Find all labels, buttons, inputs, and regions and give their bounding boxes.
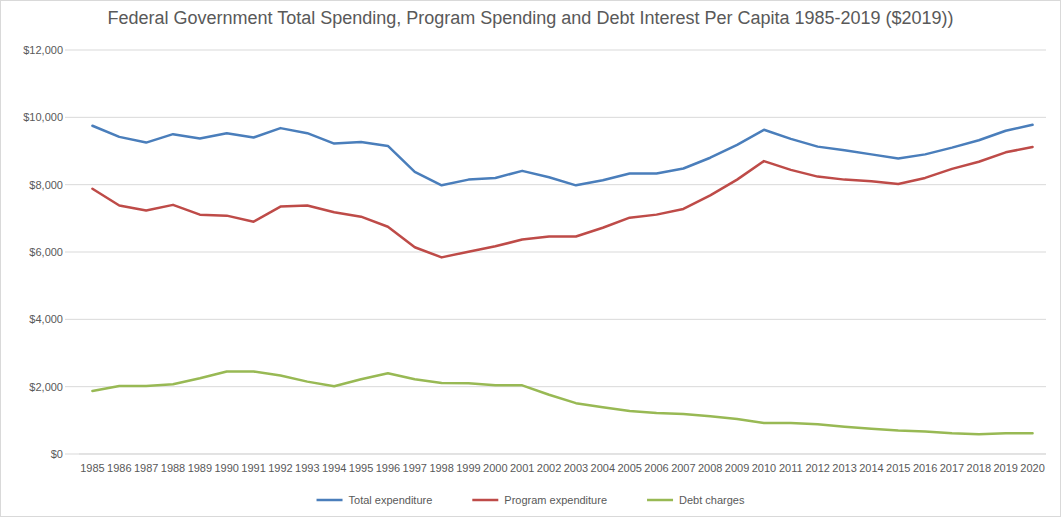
series-line (92, 372, 1032, 435)
x-tick-label: 2004 (591, 462, 615, 474)
y-tick-label: $12,000 (23, 44, 63, 56)
grid-line (65, 319, 1046, 320)
x-tick-label: 2016 (913, 462, 937, 474)
x-tick-label: 1995 (349, 462, 373, 474)
legend: Total expenditure Program expenditure Debt… (317, 494, 745, 506)
x-tick-label: 1992 (268, 462, 292, 474)
y-tick-label: $6,000 (29, 246, 63, 258)
x-tick-label: 1990 (214, 462, 238, 474)
legend-label: Debt charges (679, 494, 745, 506)
x-tick-label: 1998 (429, 462, 453, 474)
x-tick-label: 2006 (644, 462, 668, 474)
grid-line (65, 252, 1046, 253)
x-tick-label: 2010 (752, 462, 776, 474)
x-tick-label: 1986 (107, 462, 131, 474)
grid-line (65, 386, 1046, 387)
x-tick-label: 2007 (671, 462, 695, 474)
chart: Federal Government Total Spending, Progr… (0, 0, 1061, 517)
x-tick-label: 1994 (322, 462, 346, 474)
y-tick-label: $2,000 (29, 381, 63, 393)
x-axis (79, 454, 1046, 455)
y-tick-label: $4,000 (29, 313, 63, 325)
x-tick-label: 1997 (403, 462, 427, 474)
y-tick-label: $8,000 (29, 179, 63, 191)
x-tick-label: 1993 (295, 462, 319, 474)
x-tick-label: 1987 (134, 462, 158, 474)
x-tick-label: 2005 (617, 462, 641, 474)
y-tick-label: $10,000 (23, 111, 63, 123)
legend-key (647, 499, 673, 502)
series-group (92, 125, 1032, 434)
legend-label: Program expenditure (504, 494, 607, 506)
series-line (92, 125, 1032, 186)
x-tick-label: 2003 (564, 462, 588, 474)
series-line (92, 147, 1032, 257)
x-tick-label: 1989 (188, 462, 212, 474)
legend-key (472, 499, 498, 502)
x-tick-label: 2012 (805, 462, 829, 474)
grid-line (65, 454, 1046, 455)
y-tick-label: $0 (51, 448, 63, 460)
legend-key (317, 499, 343, 502)
x-tick-label: 2011 (779, 462, 803, 474)
x-tick-label: 1988 (161, 462, 185, 474)
x-tick-label: 2009 (725, 462, 749, 474)
x-tick-label: 1996 (376, 462, 400, 474)
x-tick-label: 1999 (456, 462, 480, 474)
x-tick-label: 1991 (241, 462, 265, 474)
x-tick-label: 2020 (1020, 462, 1044, 474)
x-tick-label: 2014 (859, 462, 883, 474)
grid-line (65, 117, 1046, 118)
x-tick-label: 2018 (967, 462, 991, 474)
x-tick-label: 2017 (940, 462, 964, 474)
legend-label: Total expenditure (349, 494, 433, 506)
x-tick-label: 2000 (483, 462, 507, 474)
title: Federal Government Total Spending, Progr… (107, 8, 953, 28)
x-tick-label: 2013 (832, 462, 856, 474)
x-tick-label: 2002 (537, 462, 561, 474)
x-tick-label: 2015 (886, 462, 910, 474)
x-tick-label: 2008 (698, 462, 722, 474)
chart-border (1, 1, 1061, 517)
x-tick-label: 1985 (80, 462, 104, 474)
grid-line (65, 50, 1046, 51)
x-tick-label: 2001 (510, 462, 534, 474)
x-tick-label: 2019 (993, 462, 1017, 474)
